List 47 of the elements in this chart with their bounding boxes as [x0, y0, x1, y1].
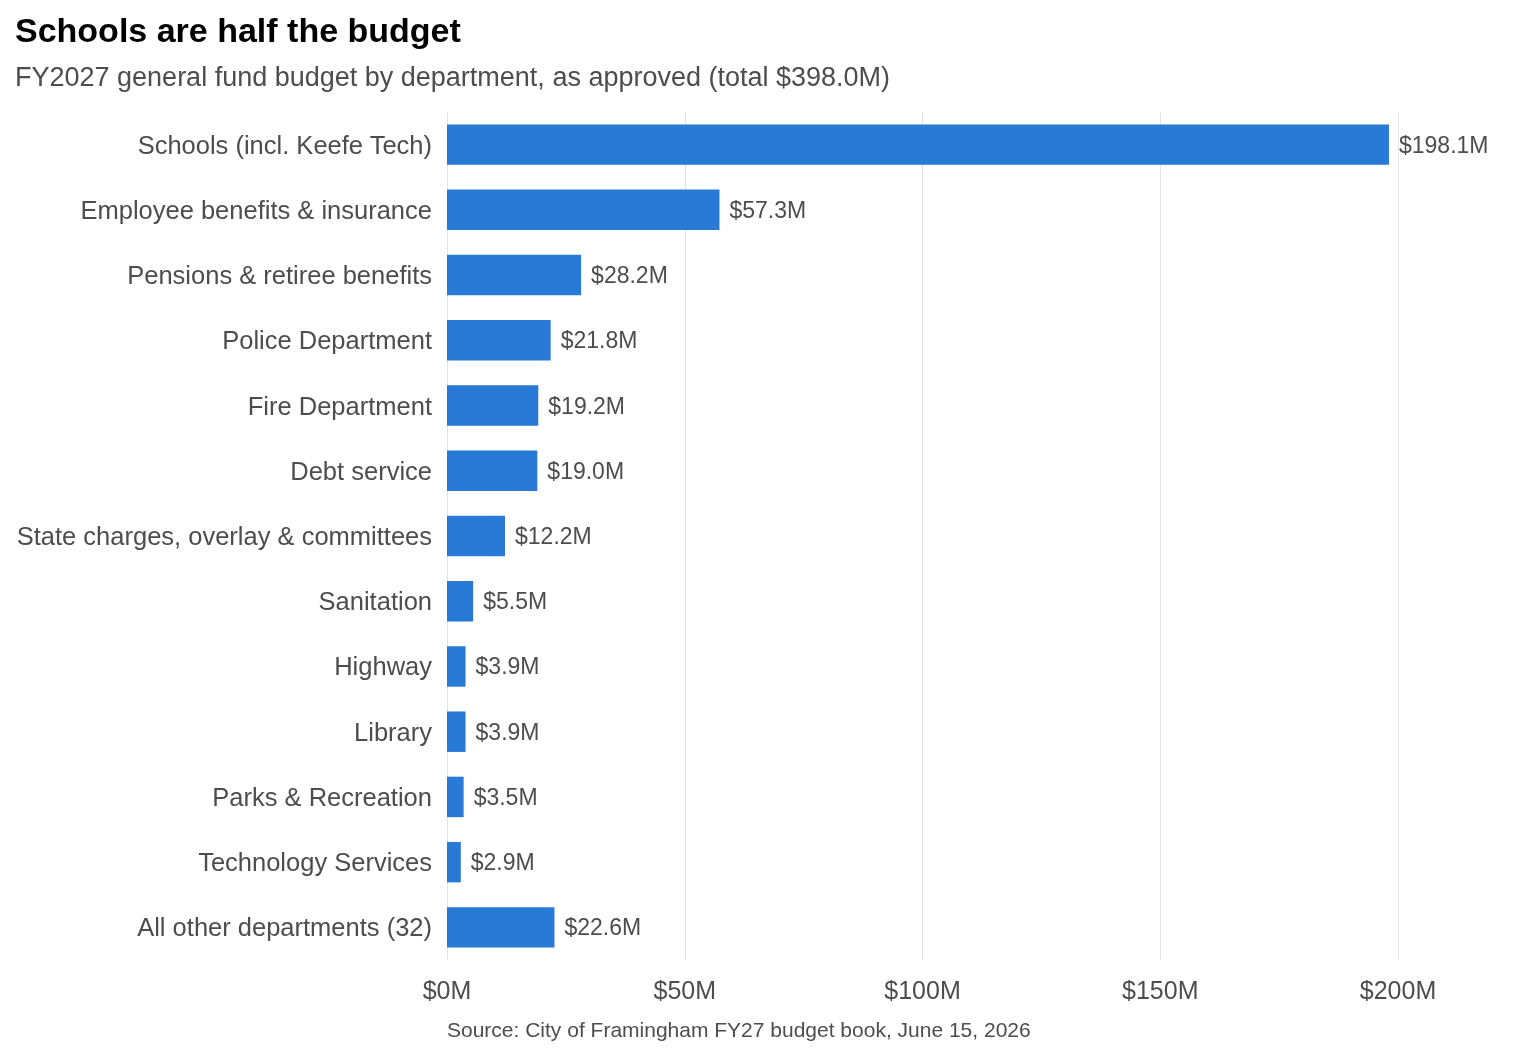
bar	[447, 581, 474, 622]
bar	[447, 124, 1389, 165]
bar	[447, 646, 466, 687]
chart-title: Schools are half the budget	[15, 11, 461, 49]
y-tick-label: All other departments (32)	[137, 913, 432, 942]
y-tick-label: Highway	[334, 652, 433, 681]
data-label: $3.9M	[475, 718, 540, 745]
bar	[447, 254, 582, 296]
data-label: $19.2M	[548, 392, 626, 419]
x-tick-label: $50M	[653, 975, 717, 1004]
y-tick-label: Schools (incl. Keefe Tech)	[137, 130, 432, 159]
x-tick-label: $0M	[422, 975, 472, 1004]
y-tick-label: Parks & Recreation	[212, 782, 432, 811]
bar	[447, 711, 466, 752]
data-label: $198.1M	[1398, 131, 1489, 158]
chart-subtitle: FY2027 general fund budget by department, as approved (total $398.0M)	[15, 61, 891, 92]
bar	[447, 320, 551, 361]
source-note: Source: City of Framingham FY27 budget book, June 15, 2026	[447, 1018, 1031, 1041]
data-label: $19.0M	[547, 457, 625, 484]
x-tick-label: $150M	[1122, 975, 1199, 1004]
y-tick-label: Sanitation	[318, 587, 432, 616]
data-label: $3.9M	[475, 653, 540, 680]
y-tick-label: Employee benefits & insurance	[80, 195, 432, 224]
bar	[447, 385, 539, 426]
data-label: $22.6M	[564, 914, 642, 941]
bar	[447, 841, 461, 883]
data-label: $5.5M	[483, 588, 548, 615]
y-tick-label: Fire Department	[247, 391, 432, 420]
bar	[447, 450, 538, 491]
data-label: $28.2M	[591, 262, 668, 289]
data-label: $57.3M	[729, 196, 807, 223]
data-label: $3.5M	[473, 783, 538, 810]
y-tick-label: State charges, overlay & committees	[16, 522, 432, 550]
y-tick-label: Library	[354, 717, 433, 746]
x-tick-label: $200M	[1359, 975, 1437, 1004]
data-label: $12.2M	[515, 523, 592, 549]
bar	[447, 907, 555, 948]
y-tick-label: Debt service	[290, 456, 432, 485]
y-tick-label: Technology Services	[198, 848, 432, 877]
bar	[447, 189, 720, 231]
data-label: $21.8M	[560, 327, 638, 354]
data-label: $2.9M	[470, 849, 535, 876]
y-tick-label: Pensions & retiree benefits	[127, 261, 432, 290]
bar	[447, 776, 464, 818]
y-tick-label: Police Department	[222, 326, 432, 355]
bar	[447, 515, 506, 557]
x-tick-label: $100M	[884, 975, 961, 1004]
